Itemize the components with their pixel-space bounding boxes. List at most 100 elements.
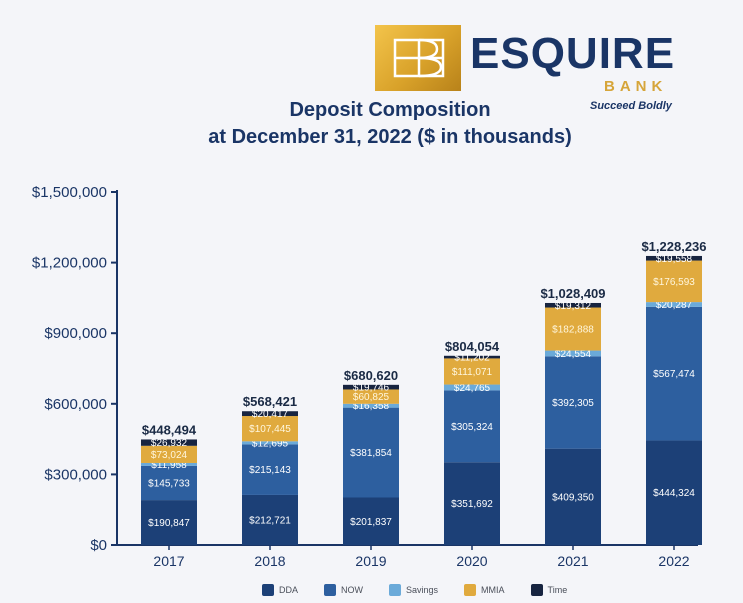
chart-title-line1: Deposit Composition [289,99,491,121]
bar-segment-dda [141,500,197,545]
legend-item-savings: Savings [389,584,438,596]
bar-label-mmia: $60,825 [353,392,390,403]
x-tick-label: 2022 [658,553,689,569]
bar-label-dda: $212,721 [249,515,291,526]
bar-label-savings: $24,554 [555,349,592,360]
bar-label-savings: $20,287 [656,300,693,311]
chart-title: Deposit Composition at December 31, 2022… [180,97,600,151]
bar-label-savings: $11,958 [151,460,187,471]
bar-label-savings: $12,695 [252,438,289,449]
chart-legend: DDA NOW Savings MMIA Time [262,582,593,598]
y-tick-label: $300,000 [44,466,107,483]
bar-label-time: $19,746 [353,383,390,394]
legend-item-time: Time [530,584,568,596]
legend-item-mmia: MMIA [464,584,505,596]
bar-label-mmia: $107,445 [249,424,291,435]
y-tick-label: $600,000 [44,396,107,413]
legend-label: MMIA [481,585,505,595]
bar-segment-dda [343,497,399,545]
bar-segment-time [343,384,399,390]
bar-segment-mmia [343,389,399,404]
legend-swatch [324,584,337,596]
bar-total-label: $448,494 [142,422,197,437]
x-tick-label: 2021 [557,553,588,569]
bar-label-dda: $444,324 [653,488,695,499]
esquire-bank-logo: ESQUIRE BANK Succeed Boldly [372,22,692,122]
bar-segment-now [343,407,399,498]
bar-segment-time [646,255,702,261]
bar-label-dda: $351,692 [451,499,493,510]
logo-wordmark: ESQUIRE [470,29,676,78]
bar-label-mmia: $182,888 [552,325,594,336]
bar-segment-mmia [242,416,298,442]
logo-mark [375,25,461,91]
bar-segment-mmia [545,307,601,351]
legend-swatch [530,584,543,596]
x-tick-label: 2018 [254,553,285,569]
y-tick-label: $1,200,000 [32,255,107,272]
legend-item-dda: DDA [262,584,298,596]
logo-eb-icon [393,38,445,78]
logo-subword: BANK [604,78,668,95]
bar-segment-dda [646,440,702,545]
legend-label: Savings [406,585,439,595]
bar-label-dda: $201,837 [350,517,392,528]
bar-label-dda: $190,847 [148,518,190,529]
bar-segment-time [444,355,500,359]
x-tick-label: 2020 [456,553,487,569]
bar-segment-time [242,411,298,417]
bar-label-mmia: $111,071 [452,367,493,378]
bar-label-time: $19,558 [656,254,693,265]
bar-total-label: $680,620 [344,368,398,383]
bar-total-label: $568,421 [243,394,297,409]
bar-label-savings: $24,765 [454,383,491,394]
chart-title-line2: at December 31, 2022 ($ in thousands) [208,126,572,148]
legend-swatch [262,584,274,596]
bar-label-mmia: $176,593 [653,277,695,288]
logo-tagline: Succeed Boldly [590,100,672,112]
y-tick-label: $0 [90,537,107,554]
bar-segment-dda [545,448,601,545]
bar-label-now: $145,733 [148,478,190,489]
bar-label-now: $305,324 [451,422,493,433]
legend-label: NOW [341,585,364,595]
bar-total-label: $1,028,409 [540,286,605,301]
bar-segment-now [242,444,298,495]
y-tick-label: $900,000 [44,325,107,342]
legend-swatch [464,584,477,596]
legend-item-now: NOW [324,584,363,596]
bar-label-now: $381,854 [350,448,392,459]
bar-segment-savings [141,462,197,466]
bar-label-now: $392,305 [552,398,594,409]
bar-label-time: $20,417 [252,409,289,420]
bar-segment-now [646,306,702,441]
y-tick-label: $1,500,000 [32,184,107,201]
bar-label-savings: $16,358 [353,401,390,412]
bar-segment-now [444,390,500,463]
bar-segment-mmia [444,358,500,385]
bar-label-time: $26,932 [151,438,188,449]
x-tick-label: 2017 [153,553,184,569]
bar-segment-savings [444,384,500,391]
bar-segment-time [141,439,197,446]
bar-segment-mmia [646,260,702,303]
x-tick-label: 2019 [355,553,386,569]
bar-label-dda: $409,350 [552,492,594,503]
bar-label-now: $215,143 [249,465,291,476]
bar-segment-savings [242,441,298,445]
bar-total-label: $804,054 [445,339,500,354]
bar-total-label: $1,228,236 [641,239,706,254]
bar-label-time: $11,202 [454,353,490,364]
legend-label: DDA [279,585,299,595]
deposit-chart: $0 $300,000 $600,000 $900,000 $1,200,000 $1,5… [32,184,707,569]
bar-segment-dda [444,462,500,545]
bar-segment-savings [646,302,702,307]
bar-segment-now [545,356,601,449]
bar-segment-now [141,465,197,501]
bar-label-now: $567,474 [653,369,695,380]
bar-label-mmia: $73,024 [151,450,188,461]
legend-swatch [389,584,402,596]
bar-label-time: $19,312 [555,301,592,312]
bar-segment-savings [545,350,601,357]
legend-label: Time [547,585,568,595]
